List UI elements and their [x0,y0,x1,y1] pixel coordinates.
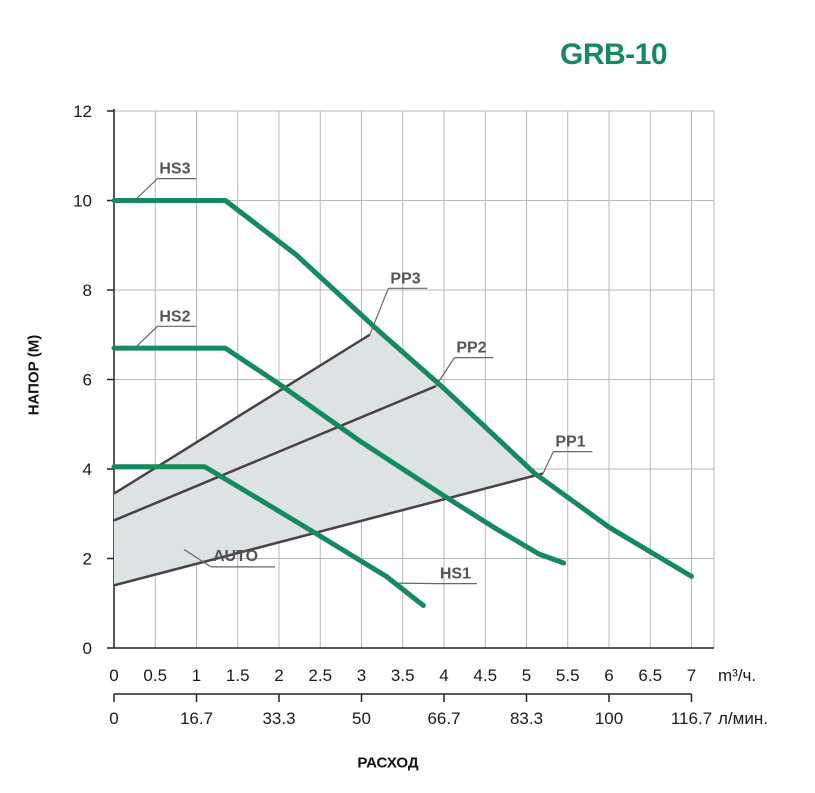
series-label-hs3: HS3 [159,161,190,178]
series-label-hs1: HS1 [440,566,471,583]
pump-curve-hs1 [111,464,426,608]
x2-unit-label: л/мин. [718,709,768,728]
x-tick-label: 4.5 [473,666,497,685]
pp-line-pp2 [113,385,437,522]
pump-curve-hs2 [111,345,567,566]
y-tick-label: 0 [83,639,92,658]
pp-line-pp1 [113,472,544,587]
chart-title: GRB-10 [560,38,668,71]
x2-tick-label: 33.3 [262,709,295,728]
series-label-auto: AUTO [213,548,258,565]
label-leader [398,582,438,585]
x2-tick-label: 16.7 [180,709,213,728]
x2-tick-label: 116.7 [671,709,712,728]
pump-curve-hs3 [111,198,694,579]
y-tick-label: 4 [83,460,92,479]
x-tick-label: 2 [274,666,283,685]
x2-tick-label: 83.3 [510,709,543,728]
y-tick-label: 8 [83,281,92,300]
x-tick-label: 4 [439,666,448,685]
x-tick-label: 3 [357,666,366,685]
label-leader [183,549,212,568]
auto-area [114,330,543,586]
x-tick-label: 6 [604,666,613,685]
x-tick-label: 5 [522,666,531,685]
label-leader [134,178,158,201]
x-tick-label: 7 [687,666,696,685]
label-leader [542,451,554,474]
series-label-pp2: PP2 [456,340,486,357]
x-tick-label: 2.5 [308,666,332,685]
y-tick-label: 2 [83,550,92,569]
series-label-pp3: PP3 [390,270,420,287]
x2-tick-label: 50 [352,709,371,728]
x-tick-label: 6.5 [638,666,662,685]
label-leader [435,357,455,387]
y-tick-label: 12 [73,102,92,121]
x-tick-label: 0 [109,666,118,685]
x-tick-label: 3.5 [391,666,415,685]
x2-tick-label: 0 [109,709,118,728]
x-tick-label: 1.5 [226,666,250,685]
series-label-hs2: HS2 [159,308,190,325]
y-tick-label: 10 [73,192,92,211]
y-tick-label: 6 [83,371,92,390]
x-tick-label: 0.5 [143,666,167,685]
series-label-pp1: PP1 [555,434,585,451]
label-leader [369,288,389,335]
label-leader [134,325,158,349]
x2-tick-label: 66.7 [427,709,460,728]
x-axis-label: РАСХОД [357,754,419,772]
x-tick-label: 1 [192,666,201,685]
x-unit-label: m³/ч. [718,666,756,685]
x-tick-label: 5.5 [556,666,580,685]
x2-tick-label: 100 [595,709,623,728]
